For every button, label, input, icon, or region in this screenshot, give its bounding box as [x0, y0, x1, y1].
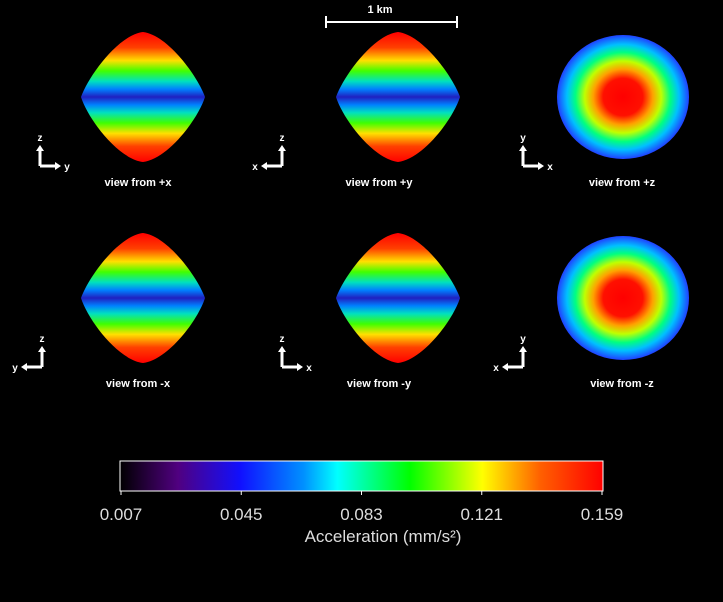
tick-label: 0.007: [100, 505, 143, 524]
arrow-heads: [21, 346, 46, 371]
axis-glyph: zx: [278, 334, 312, 374]
axis-arrows: [506, 350, 525, 369]
view-caption: view from -z: [590, 378, 654, 390]
axis-label: z: [40, 334, 45, 345]
axis-glyph: zx: [252, 133, 286, 173]
view-caption: view from -x: [106, 378, 171, 390]
view-caption: view from +y: [346, 177, 414, 189]
arrow-heads: [36, 145, 61, 170]
tick-label: 0.121: [460, 505, 503, 524]
colorbar-ticks: 0.007 0.045 0.083 0.121 0.159: [100, 491, 624, 524]
axis-arrows: [38, 149, 57, 168]
axis-label: x: [252, 162, 258, 173]
axis-arrows: [521, 149, 540, 168]
tick-label: 0.159: [581, 505, 624, 524]
axis-label: z: [280, 133, 285, 144]
asteroid-view: [336, 32, 460, 162]
scale-bar: 1 km: [325, 4, 458, 28]
arrow-heads: [261, 145, 286, 170]
tick-label: 0.083: [340, 505, 383, 524]
axis-arrows: [280, 350, 299, 369]
asteroid-view: [336, 233, 460, 363]
axis-label: y: [64, 162, 70, 173]
axis-glyph: yx: [493, 334, 527, 374]
view-caption: view from +z: [589, 177, 656, 189]
axis-label: z: [38, 133, 43, 144]
scale-label: 1 km: [367, 4, 392, 16]
axis-label: x: [306, 363, 312, 374]
axis-label: y: [520, 133, 526, 144]
arrow-heads: [519, 145, 544, 170]
axis-label: x: [493, 363, 499, 374]
view-caption: view from +x: [105, 177, 173, 189]
axis-arrows: [25, 350, 44, 369]
axis-label: y: [520, 334, 526, 345]
axis-glyph: zy: [36, 133, 70, 173]
axis-label: z: [280, 334, 285, 345]
colorbar: [119, 460, 604, 492]
asteroid-view: [557, 236, 689, 360]
tick-label: 0.045: [220, 505, 263, 524]
view-caption: view from -y: [347, 378, 412, 390]
arrow-heads: [502, 346, 527, 371]
axis-glyph: yx: [519, 133, 553, 173]
asteroid-view: [557, 35, 689, 159]
axis-glyph: zy: [12, 334, 46, 374]
asteroid-view: [81, 233, 205, 363]
axis-label: x: [547, 162, 553, 173]
asteroid-view: [81, 32, 205, 162]
colorbar-label: Acceleration (mm/s²): [305, 527, 462, 546]
arrow-heads: [278, 346, 303, 371]
axis-label: y: [12, 363, 18, 374]
axis-arrows: [265, 149, 284, 168]
